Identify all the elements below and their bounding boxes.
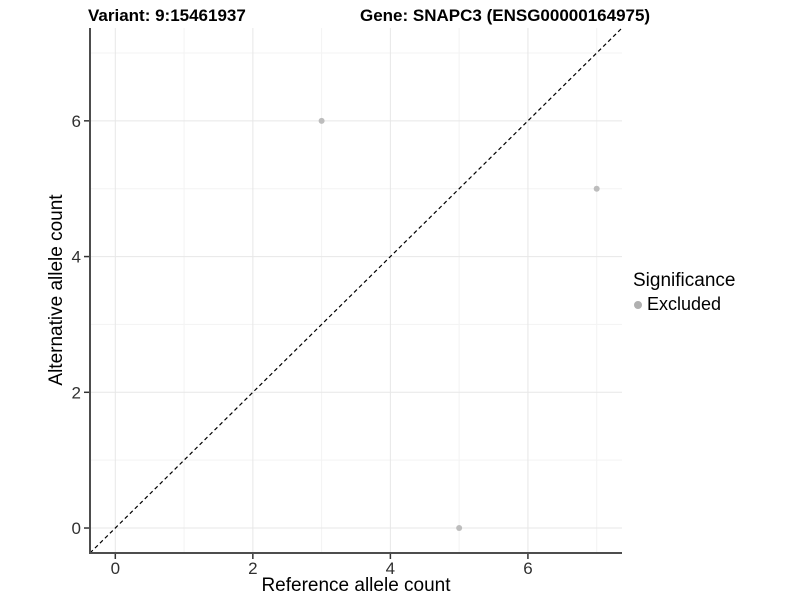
x-tick-labels: 0 2 4 6 [111,559,533,578]
x-tick-label: 6 [523,559,532,578]
y-axis-title: Alternative allele count [46,194,67,386]
data-point [456,525,463,532]
y-tick-label: 0 [72,519,81,538]
data-point [593,185,600,192]
identity-line [89,27,623,554]
excluded-point-icon [634,300,642,309]
series-excluded [318,117,600,532]
x-tick-label: 0 [111,559,120,578]
x-axis-title: Reference allele count [261,575,451,596]
legend-title: Significance [633,270,736,291]
legend-item-excluded: Excluded [628,294,798,315]
axis-lines [89,28,622,554]
y-tick-label: 2 [72,383,81,402]
variant-title: Variant: 9:15461937 [88,6,246,25]
y-tick-labels: 0 2 4 6 [72,112,81,538]
legend-item-label: Excluded [647,294,722,314]
legend: Significance Excluded [628,270,798,315]
y-tick-label: 6 [72,112,81,131]
x-tick-label: 4 [386,559,395,578]
gridlines-major [90,28,622,553]
data-point [318,117,325,124]
y-tick-label: 4 [72,248,81,267]
gridlines-minor [90,28,622,553]
tick-marks [84,120,529,559]
gene-title: Gene: SNAPC3 (ENSG00000164975) [360,6,651,25]
x-tick-label: 2 [248,559,257,578]
